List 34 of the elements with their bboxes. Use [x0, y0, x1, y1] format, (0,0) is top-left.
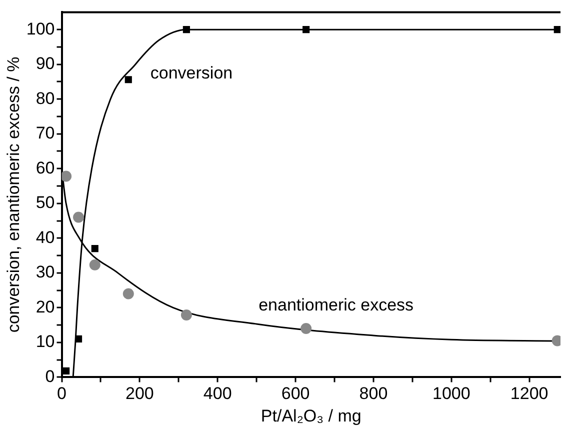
y-tick-label: 70 [36, 124, 55, 143]
x-tick-label: 800 [359, 384, 388, 404]
point [74, 335, 82, 342]
y-axis-title: conversion, enantiomeric excess / % [4, 56, 23, 333]
x-tick-label: 200 [126, 384, 154, 404]
y-tick-label: 40 [36, 228, 55, 247]
x-tick-label: 600 [281, 384, 310, 404]
point [302, 26, 310, 34]
y-tick-label: 90 [36, 54, 55, 74]
point [124, 76, 132, 84]
y-tick-label: 100 [26, 19, 55, 38]
y-tick-label: 30 [36, 262, 55, 282]
y-tick-label: 20 [36, 297, 55, 316]
point [89, 259, 100, 270]
x-axis-title: Pt/Al₂O₃ / mg [260, 406, 362, 426]
y-tick-label: 10 [36, 332, 55, 352]
point [62, 367, 70, 374]
y-tick-label: 0 [45, 366, 55, 386]
x-tick-label: 1200 [510, 384, 548, 404]
y-tick-label: 80 [36, 88, 55, 108]
point [554, 26, 560, 34]
x-tick-label: 1000 [432, 384, 470, 404]
y-tick-label: 60 [36, 158, 55, 178]
point [182, 26, 190, 34]
point [122, 288, 134, 300]
point [180, 309, 192, 320]
point [62, 170, 72, 182]
series-label: conversion [150, 63, 233, 82]
x-tick-label: 400 [203, 384, 232, 404]
point [300, 323, 312, 334]
point [91, 245, 98, 252]
series-label: enantiomeric excess [258, 296, 414, 315]
point [73, 212, 84, 223]
y-tick-label: 50 [36, 193, 55, 212]
